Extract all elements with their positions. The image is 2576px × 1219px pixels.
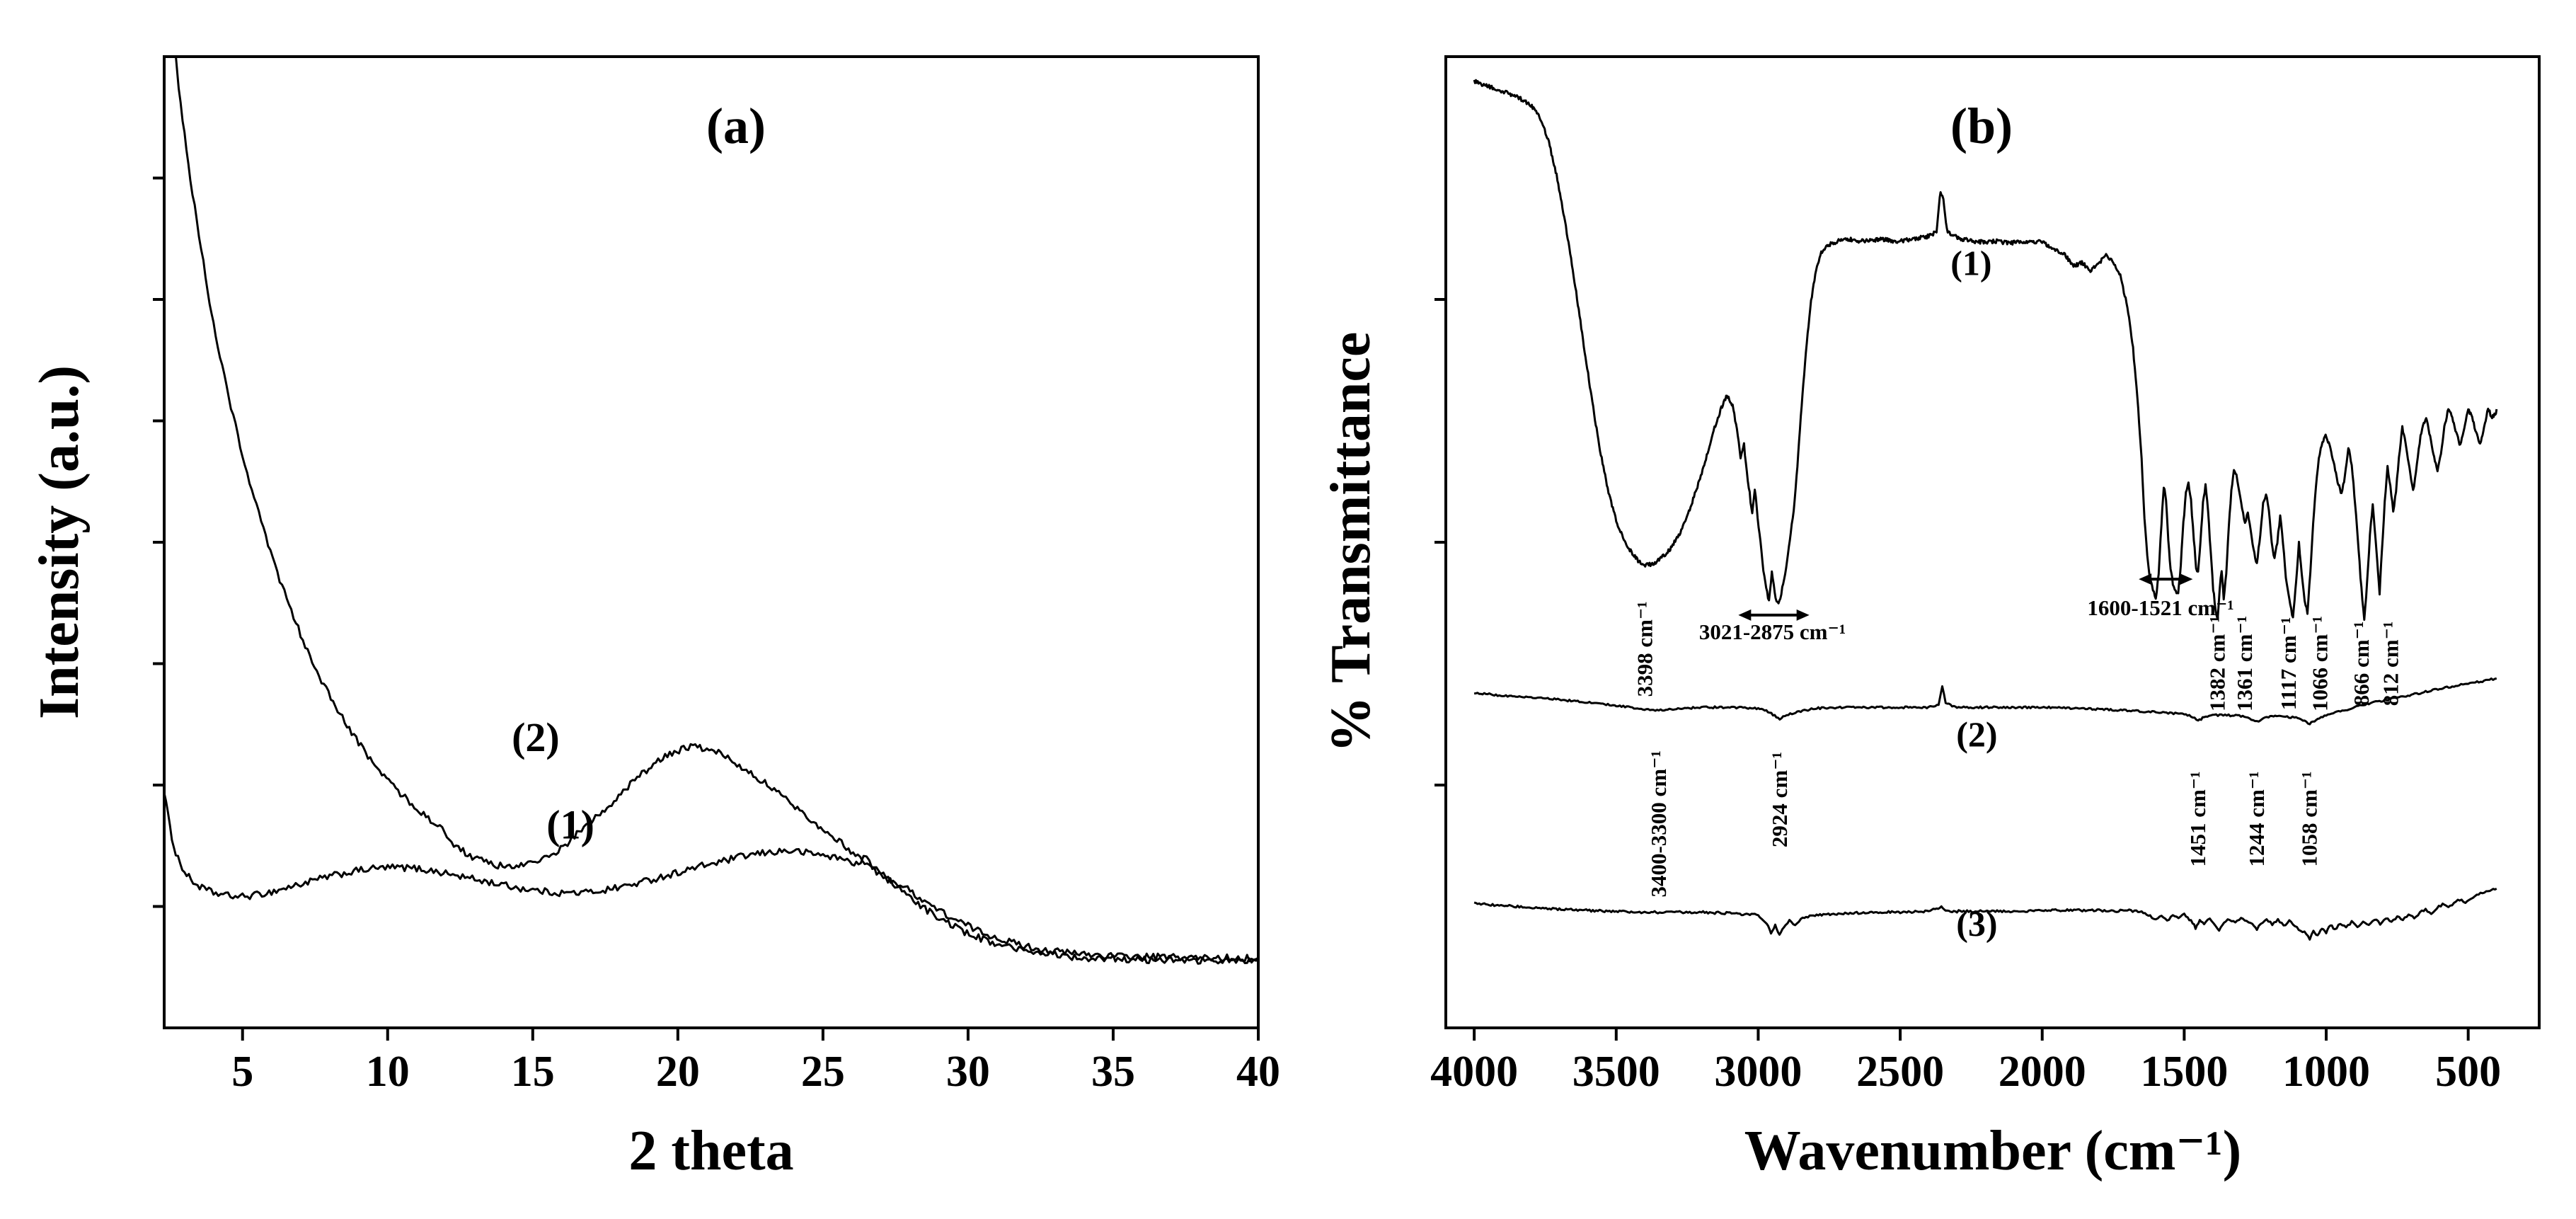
panel-xrd: 5 10 15 20 25 30 35 40 (1) (2) [153, 55, 1280, 1096]
arrowhead-left-icon [1738, 609, 1752, 621]
xrd-y-axis-title: Intensity (a.u.) [28, 365, 91, 719]
annotation-label: 866 cm⁻¹ [2349, 622, 2374, 706]
x-tick-label: 500 [2435, 1048, 2501, 1096]
annotation-label: 3021-2875 cm⁻¹ [1699, 619, 1846, 644]
plot-frame [163, 55, 1260, 1029]
x-tick-label: 4000 [1430, 1048, 1518, 1096]
annotation-label: 1451 cm⁻¹ [2185, 772, 2210, 867]
arrowhead-left-icon [2139, 573, 2152, 585]
series-curve-(2) [1473, 677, 2497, 726]
series-label: (3) [1956, 904, 1997, 944]
ftir-y-axis-title: % Transmittance [1320, 332, 1382, 753]
arrowhead-right-icon [2180, 573, 2193, 585]
x-tick-label: 2500 [1856, 1048, 1944, 1096]
x-tick-label: 1500 [2140, 1048, 2228, 1096]
x-tick-label: 20 [656, 1048, 700, 1096]
generated-chart-layers: 5 10 15 20 25 30 35 40 (1) (2) 4000 3500 3000 2500 200… [153, 55, 2541, 1096]
x-tick-label: 15 [511, 1048, 555, 1096]
series-label: (2) [512, 714, 560, 760]
series-curve-(2) [175, 57, 1258, 965]
x-tick-label: 30 [946, 1048, 990, 1096]
series-curve-(1) [164, 792, 1258, 963]
ftir-x-axis-title: Wavenumber (cm⁻¹) [1744, 1120, 2241, 1182]
series-label: (2) [1956, 714, 1997, 754]
x-tick-label: 2000 [1999, 1048, 2086, 1096]
annotation-label: 1361 cm⁻¹ [2232, 616, 2257, 711]
annotation-label: 2924 cm⁻¹ [1767, 752, 1792, 847]
x-tick-label: 40 [1236, 1048, 1280, 1096]
annotation-label: 3398 cm⁻¹ [1633, 601, 1657, 697]
panel-b-label: (b) [1950, 98, 2013, 154]
x-tick-label: 10 [366, 1048, 410, 1096]
x-tick-label: 5 [231, 1048, 253, 1096]
panel-ftir: 4000 3500 3000 2500 2000 1500 1000 500 (1) (2) (3)… [1430, 55, 2541, 1096]
annotation-label: 1382 cm⁻¹ [2205, 616, 2230, 711]
annotation-label: 812 cm⁻¹ [2378, 622, 2403, 706]
series-curve-(3) [1473, 888, 2497, 941]
x-tick-label: 35 [1091, 1048, 1135, 1096]
x-tick-label: 3500 [1572, 1048, 1660, 1096]
x-tick-label: 25 [801, 1048, 845, 1096]
annotation-label: 1066 cm⁻¹ [2308, 616, 2333, 711]
x-tick-label: 1000 [2282, 1048, 2370, 1096]
arrowhead-right-icon [1796, 609, 1810, 621]
annotation-label: 3400-3300 cm⁻¹ [1646, 750, 1671, 897]
annotation-label: 1058 cm⁻¹ [2297, 772, 2322, 867]
series-label: (1) [1950, 244, 1991, 283]
panel-a-label: (a) [706, 98, 766, 154]
xrd-x-axis-title: 2 theta [628, 1120, 793, 1182]
series-curve-(1) [1473, 79, 2498, 621]
series-label: (1) [546, 801, 594, 847]
annotation-label: 1244 cm⁻¹ [2244, 772, 2269, 867]
annotation-label: 1117 cm⁻¹ [2276, 617, 2301, 711]
x-tick-label: 3000 [1714, 1048, 1802, 1096]
annotation-label: 1600-1521 cm⁻¹ [2087, 595, 2233, 620]
